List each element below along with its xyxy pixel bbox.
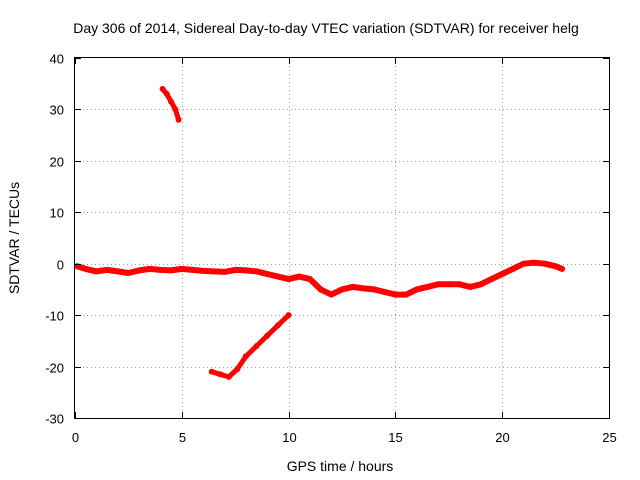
data-point <box>467 283 474 290</box>
data-point <box>520 260 527 267</box>
data-point <box>168 98 175 105</box>
data-point <box>157 266 164 273</box>
data-point <box>531 259 538 266</box>
data-point <box>178 265 185 272</box>
data-point <box>82 265 89 272</box>
data-point <box>208 368 215 375</box>
x-tick-label: 5 <box>179 430 186 445</box>
data-point <box>360 285 367 292</box>
data-point <box>93 268 100 275</box>
data-point <box>445 281 452 288</box>
y-tick-label: 0 <box>57 258 64 273</box>
data-point <box>200 267 207 274</box>
y-tick-label: -10 <box>45 309 64 324</box>
data-point <box>435 281 442 288</box>
data-point <box>499 271 506 277</box>
data-point <box>163 91 170 97</box>
series-layer <box>74 85 565 380</box>
y-tick-label: 30 <box>50 103 64 118</box>
data-point <box>381 289 388 295</box>
data-point <box>210 268 217 275</box>
data-point <box>328 291 335 298</box>
data-point <box>175 116 182 123</box>
data-point <box>424 283 431 290</box>
data-point <box>285 312 292 319</box>
data-point <box>392 291 399 298</box>
data-point <box>477 281 484 288</box>
y-tick-label: 40 <box>50 52 64 67</box>
data-point <box>559 265 565 272</box>
data-point <box>221 268 228 275</box>
data-point <box>146 265 153 272</box>
data-point <box>168 267 175 274</box>
data-point <box>488 276 495 283</box>
data-point <box>242 267 249 274</box>
x-tick-label: 20 <box>495 430 509 445</box>
x-tick-label: 15 <box>388 430 402 445</box>
data-point <box>104 266 110 273</box>
data-point <box>274 273 281 280</box>
data-point <box>189 266 196 273</box>
data-point <box>349 283 356 290</box>
data-point <box>232 266 239 273</box>
data-point <box>339 286 345 293</box>
data-point <box>317 286 324 293</box>
data-point <box>274 322 281 329</box>
data-point <box>296 273 303 280</box>
data-point <box>307 276 313 283</box>
data-point <box>114 268 121 275</box>
data-point <box>159 85 166 92</box>
y-tick-label: 10 <box>50 206 64 221</box>
data-point <box>264 332 271 339</box>
x-tick-label: 10 <box>282 430 296 445</box>
grid-layer <box>75 58 609 418</box>
y-tick-label: -30 <box>45 412 64 427</box>
data-point <box>552 263 559 270</box>
x-tick-label: 25 <box>602 430 616 445</box>
data-point <box>264 271 271 277</box>
y-axis-label: SDTVAR / TECUs <box>6 182 22 294</box>
data-point <box>253 268 260 275</box>
data-point <box>225 373 232 380</box>
tick-layer: 0 5 10 15 20 25 -30 -20 -10 0 10 20 30 40 <box>45 52 617 446</box>
data-point <box>371 286 377 293</box>
data-point <box>136 267 143 274</box>
plot-frame <box>74 57 610 419</box>
data-point <box>285 276 292 283</box>
data-point <box>125 270 132 276</box>
data-point <box>456 281 463 288</box>
chart-title: Day 306 of 2014, Sidereal Day-to-day VTE… <box>73 20 579 36</box>
data-point <box>509 265 516 272</box>
data-point <box>242 353 249 360</box>
data-point <box>413 286 420 293</box>
data-point <box>253 343 260 349</box>
y-tick-label: -20 <box>45 361 64 376</box>
x-axis-label: GPS time / hours <box>287 458 394 474</box>
data-point <box>172 106 179 113</box>
x-tick-label: 0 <box>72 430 79 445</box>
data-point <box>541 260 548 267</box>
data-point <box>217 371 224 378</box>
y-tick-label: 20 <box>50 155 64 170</box>
data-point <box>234 366 241 373</box>
data-point <box>403 291 410 298</box>
